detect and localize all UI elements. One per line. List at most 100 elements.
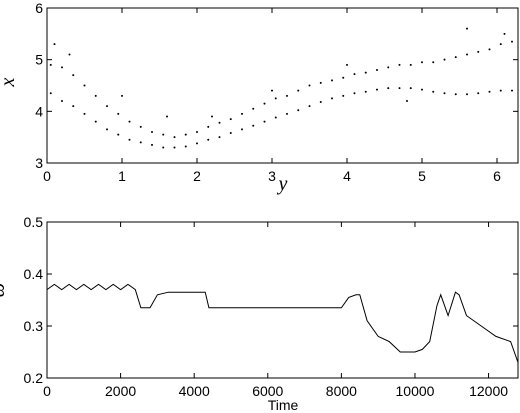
point — [229, 118, 232, 121]
point — [421, 88, 423, 91]
point — [297, 109, 300, 112]
point — [364, 71, 367, 74]
point — [387, 66, 390, 69]
point — [342, 94, 345, 97]
point — [117, 133, 120, 136]
x-tick-label: 0 — [43, 383, 51, 399]
point — [432, 90, 435, 93]
point — [83, 84, 86, 87]
x-tick-label: 8000 — [326, 383, 357, 399]
point — [94, 120, 97, 123]
point — [477, 50, 480, 53]
point — [162, 133, 165, 136]
point — [477, 92, 480, 95]
point — [319, 101, 322, 104]
point — [466, 93, 468, 96]
y-axis-label: ω — [0, 283, 9, 297]
point — [151, 131, 153, 133]
point — [364, 90, 367, 93]
point — [184, 133, 187, 136]
point — [139, 141, 142, 144]
point — [511, 89, 513, 92]
point — [173, 136, 176, 139]
x-tick-label: 6000 — [252, 383, 283, 399]
point — [398, 87, 401, 90]
point — [139, 125, 142, 128]
point — [308, 84, 311, 87]
point — [229, 132, 232, 135]
point — [271, 89, 273, 92]
point — [117, 112, 120, 115]
point — [511, 40, 513, 43]
point — [342, 76, 345, 79]
point — [196, 131, 198, 133]
point — [173, 146, 176, 149]
point — [218, 136, 221, 139]
point — [162, 146, 165, 149]
point — [196, 142, 198, 145]
point — [106, 128, 108, 131]
y-axis-label: x — [0, 77, 19, 87]
point — [376, 69, 378, 71]
point — [106, 105, 108, 108]
y-tick-label: 0.4 — [24, 266, 44, 282]
point — [398, 63, 401, 66]
point — [454, 93, 457, 96]
x-tick-label: 4000 — [179, 383, 210, 399]
point — [488, 90, 491, 93]
x-tick-label: 3 — [268, 168, 276, 184]
point — [454, 56, 457, 59]
point — [488, 48, 491, 51]
point — [499, 89, 502, 92]
point — [151, 143, 153, 146]
point — [263, 120, 266, 123]
x-tick-label: 2 — [193, 168, 201, 184]
point — [421, 61, 423, 64]
point — [297, 89, 300, 92]
point — [346, 63, 348, 66]
point — [121, 94, 123, 97]
y-tick-label: 3 — [35, 155, 43, 171]
point — [443, 92, 446, 95]
point — [49, 63, 52, 66]
point — [274, 97, 277, 100]
x-axis-label: Time — [268, 397, 299, 413]
point — [443, 58, 446, 61]
point — [286, 94, 288, 97]
point — [331, 79, 333, 82]
point — [61, 66, 63, 69]
point — [466, 27, 468, 30]
point — [72, 105, 75, 108]
y-tick-label: 0.5 — [24, 214, 44, 230]
point — [252, 124, 255, 127]
x-tick-label: 12000 — [469, 383, 508, 399]
point — [263, 102, 266, 105]
x-tick-label: 1 — [118, 168, 126, 184]
point — [331, 97, 333, 100]
point — [166, 115, 168, 118]
x-tick-label: 6 — [493, 168, 501, 184]
point — [409, 63, 412, 66]
point — [68, 53, 71, 56]
point — [432, 61, 435, 64]
point — [466, 53, 468, 56]
point — [83, 112, 86, 115]
y-tick-label: 6 — [35, 0, 43, 16]
point — [207, 138, 210, 141]
x-axis-label: y — [277, 173, 288, 195]
point — [319, 81, 322, 84]
y-tick-label: 0.2 — [24, 370, 44, 386]
point — [49, 92, 52, 95]
point — [353, 73, 356, 76]
point — [72, 74, 75, 77]
point — [406, 100, 408, 102]
point — [211, 115, 213, 118]
y-tick-label: 5 — [35, 52, 43, 68]
point — [94, 94, 97, 97]
point — [61, 100, 63, 102]
x-tick-label: 0 — [43, 168, 51, 184]
point — [499, 43, 502, 46]
point — [128, 138, 131, 141]
x-tick-label: 2000 — [105, 383, 136, 399]
